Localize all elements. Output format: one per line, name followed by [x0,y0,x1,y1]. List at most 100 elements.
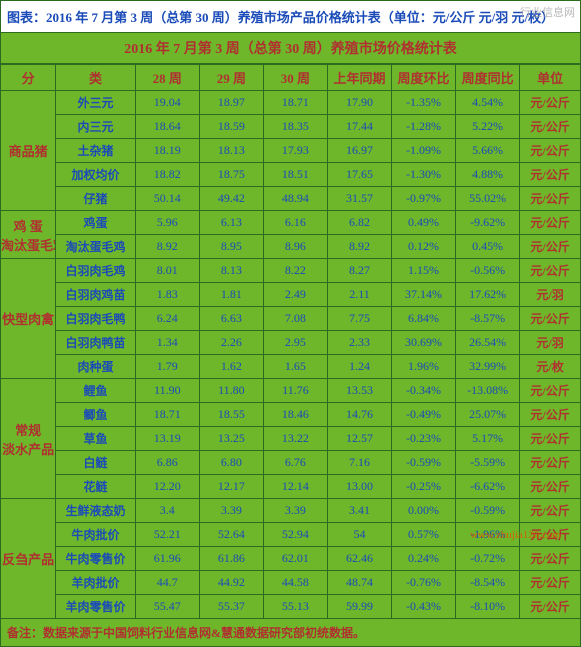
value-cell: 18.97 [199,91,263,115]
value-cell: 49.42 [199,187,263,211]
value-cell: 5.22% [456,115,520,139]
table-row: 肉种蛋1.791.621.651.241.96%32.99%元/枚 [1,355,581,379]
value-cell: 31.57 [327,187,391,211]
category-cell: 快型肉禽 [1,259,56,379]
table-row: 草鱼13.1913.2513.2212.57-0.23%5.17%元/公斤 [1,427,581,451]
sub-cell: 牛肉批价 [56,523,136,547]
hdr-sub: 类 [56,65,136,91]
value-cell: 13.19 [135,427,199,451]
value-cell: 2.11 [327,283,391,307]
unit-cell: 元/公斤 [520,475,581,499]
value-cell: 13.25 [199,427,263,451]
value-cell: 8.13 [199,259,263,283]
table-row: 常规淡水产品鲤鱼11.9011.8011.7613.53-0.34%-13.08… [1,379,581,403]
value-cell: 55.37 [199,595,263,619]
value-cell: -1.09% [392,139,456,163]
value-cell: 30.69% [392,331,456,355]
value-cell: 19.04 [135,91,199,115]
value-cell: -9.62% [456,211,520,235]
footer-note: 备注：数据来源于中国饲料行业信息网&慧通数据研究部初统数据。 [0,619,581,647]
value-cell: 12.17 [199,475,263,499]
hdr-w30: 30 周 [263,65,327,91]
unit-cell: 元/公斤 [520,235,581,259]
value-cell: 7.16 [327,451,391,475]
value-cell: 18.82 [135,163,199,187]
value-cell: 44.58 [263,571,327,595]
table-row: 白羽肉鸡苗1.831.812.492.1137.14%17.62%元/羽 [1,283,581,307]
unit-cell: 元/公斤 [520,499,581,523]
value-cell: 18.35 [263,115,327,139]
value-cell: 54 [327,523,391,547]
value-cell: 8.22 [263,259,327,283]
value-cell: 8.92 [135,235,199,259]
sub-cell: 鲫鱼 [56,403,136,427]
value-cell: 11.76 [263,379,327,403]
value-cell: 0.45% [456,235,520,259]
value-cell: 6.84% [392,307,456,331]
value-cell: 37.14% [392,283,456,307]
value-cell: 62.46 [327,547,391,571]
value-cell: 14.76 [327,403,391,427]
value-cell: 61.96 [135,547,199,571]
sub-cell: 花鲢 [56,475,136,499]
chart-title: 图表：2016 年 7 月第 3 周（总第 30 周）养殖市场产品价格统计表（单… [0,0,581,33]
value-cell: -8.54% [456,571,520,595]
table-row: 牛肉零售价61.9661.8662.0162.460.24%-0.72%元/公斤 [1,547,581,571]
value-cell: -0.43% [392,595,456,619]
value-cell: 17.90 [327,91,391,115]
unit-cell: 元/羽 [520,331,581,355]
table-row: 鲫鱼18.7118.5518.4614.76-0.49%25.07%元/公斤 [1,403,581,427]
hdr-unit: 单位 [520,65,581,91]
table-row: 商品猪外三元19.0418.9718.7117.90-1.35%4.54%元/公… [1,91,581,115]
category-cell: 常规淡水产品 [1,379,56,499]
hdr-w29: 29 周 [199,65,263,91]
unit-cell: 元/公斤 [520,163,581,187]
value-cell: 44.92 [199,571,263,595]
value-cell: 3.39 [199,499,263,523]
value-cell: 1.81 [199,283,263,307]
value-cell: 59.99 [327,595,391,619]
value-cell: 1.24 [327,355,391,379]
hdr-sameperiod: 上年同期 [327,65,391,91]
value-cell: 25.07% [456,403,520,427]
sub-cell: 白羽肉鸭苗 [56,331,136,355]
value-cell: 52.94 [263,523,327,547]
value-cell: 0.12% [392,235,456,259]
unit-cell: 元/公斤 [520,403,581,427]
header-row: 分 类 28 周 29 周 30 周 上年同期 周度环比 周度同比 单位 [1,65,581,91]
value-cell: 2.49 [263,283,327,307]
unit-cell: 元/公斤 [520,307,581,331]
table-row: 反刍产品生鲜液态奶3.43.393.393.410.00%-0.59%元/公斤 [1,499,581,523]
value-cell: 6.82 [327,211,391,235]
value-cell: 18.55 [199,403,263,427]
value-cell: 18.51 [263,163,327,187]
category-cell: 商品猪 [1,91,56,211]
value-cell: 18.64 [135,115,199,139]
value-cell: 8.27 [327,259,391,283]
table-row: 内三元18.6418.5918.3517.44-1.28%5.22%元/公斤 [1,115,581,139]
value-cell: 18.46 [263,403,327,427]
value-cell: 6.86 [135,451,199,475]
category-cell: 鸡 蛋淘汰蛋毛鸡 [1,211,56,259]
unit-cell: 元/公斤 [520,379,581,403]
value-cell: -0.23% [392,427,456,451]
hdr-wow: 周度环比 [392,65,456,91]
sub-cell: 白羽肉毛鸡 [56,259,136,283]
value-cell: 44.7 [135,571,199,595]
value-cell: 62.01 [263,547,327,571]
value-cell: 0.24% [392,547,456,571]
value-cell: 4.88% [456,163,520,187]
unit-cell: 元/羽 [520,283,581,307]
table-row: 快型肉禽白羽肉毛鸡8.018.138.228.271.15%-0.56%元/公斤 [1,259,581,283]
value-cell: -0.59% [456,499,520,523]
value-cell: 2.26 [199,331,263,355]
value-cell: 3.39 [263,499,327,523]
table-row: 羊肉零售价55.4755.3755.1359.99-0.43%-8.10%元/公… [1,595,581,619]
value-cell: 0.57% [392,523,456,547]
sub-cell: 牛肉零售价 [56,547,136,571]
sub-cell: 白羽肉鸡苗 [56,283,136,307]
value-cell: 1.62 [199,355,263,379]
value-cell: 18.71 [263,91,327,115]
value-cell: -1.28% [392,115,456,139]
table-row: 羊肉批价44.744.9244.5848.74-0.76%-8.54%元/公斤 [1,571,581,595]
